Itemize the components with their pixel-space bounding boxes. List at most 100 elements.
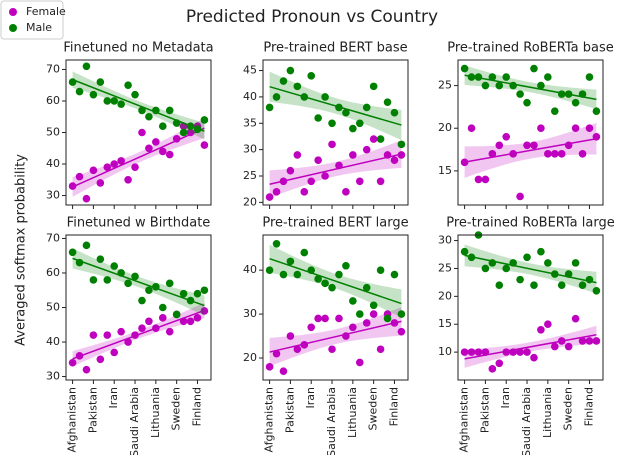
x-tick-label: Afghanistan — [458, 387, 471, 453]
point — [355, 358, 364, 367]
x-tick-label: Iran — [107, 387, 120, 409]
point — [279, 77, 288, 85]
point — [314, 156, 322, 164]
y-tick-label: 40 — [46, 157, 60, 170]
point — [537, 247, 545, 256]
point — [397, 327, 406, 336]
point — [523, 98, 531, 107]
point — [314, 114, 322, 122]
subplot-title: Pre-trained RoBERTa large — [446, 216, 614, 231]
point — [158, 122, 167, 130]
legend-marker — [9, 8, 17, 16]
point — [495, 281, 504, 289]
point — [145, 112, 153, 121]
x-tick-label: Afghanistan — [263, 387, 276, 453]
point — [544, 259, 552, 267]
y-tick-label: 30 — [438, 234, 452, 247]
point — [481, 175, 490, 184]
x-tick-label: Finland — [387, 387, 400, 426]
point — [272, 349, 281, 358]
y-tick-label: 15 — [438, 164, 452, 177]
point — [272, 188, 281, 196]
point — [286, 332, 295, 340]
point — [293, 270, 302, 279]
point — [328, 345, 336, 354]
point — [502, 132, 511, 141]
point — [355, 119, 364, 128]
point — [265, 363, 274, 371]
point — [103, 331, 112, 339]
point — [158, 147, 167, 156]
point — [68, 248, 77, 257]
axes-frame — [457, 59, 604, 206]
y-tick-label: 25 — [438, 261, 452, 274]
axes-frame — [65, 234, 212, 381]
point — [578, 337, 587, 345]
point — [390, 156, 399, 164]
x-tick-label: Saudi Arabia — [325, 387, 338, 455]
axes-frame — [262, 59, 409, 206]
point — [502, 264, 511, 273]
point — [75, 87, 84, 96]
point — [369, 135, 378, 143]
point — [390, 270, 399, 279]
legend-label: Female — [26, 5, 66, 18]
y-tick-label: 40 — [243, 263, 257, 276]
point — [286, 166, 295, 175]
point — [82, 241, 91, 250]
point — [279, 367, 288, 376]
point — [293, 345, 302, 354]
point — [300, 248, 309, 257]
point — [193, 289, 202, 298]
point — [390, 108, 399, 117]
point — [530, 64, 538, 73]
point — [124, 81, 132, 90]
point — [314, 314, 322, 323]
point — [293, 82, 302, 91]
y-tick-label: 30 — [46, 370, 60, 383]
y-tick-label: 35 — [243, 116, 257, 129]
subplot-title: Finetuned no Metadata — [63, 41, 213, 56]
point — [488, 73, 497, 81]
point — [89, 90, 98, 99]
point — [200, 141, 209, 149]
trend-line — [269, 258, 402, 305]
point — [342, 108, 350, 117]
point — [117, 157, 125, 165]
point — [481, 264, 490, 273]
point — [474, 348, 483, 356]
point — [585, 337, 594, 345]
point — [158, 314, 167, 322]
point — [516, 192, 524, 201]
x-tick-label: Pakistan — [478, 387, 491, 433]
point — [89, 276, 98, 284]
y-tick-label: 50 — [46, 301, 60, 314]
point — [585, 73, 594, 81]
y-tick-label: 25 — [438, 79, 452, 92]
point — [369, 82, 378, 91]
y-tick-label: 10 — [438, 345, 452, 358]
point — [103, 276, 112, 284]
axes-frame — [457, 234, 604, 381]
point — [165, 106, 174, 115]
point — [460, 158, 469, 167]
point — [152, 138, 160, 146]
point — [502, 73, 511, 81]
point — [335, 314, 343, 323]
point — [165, 279, 174, 288]
point — [383, 314, 392, 323]
point — [571, 259, 580, 267]
y-tick-label: 30 — [46, 189, 60, 202]
point — [75, 172, 84, 181]
trend-line — [464, 254, 597, 284]
point — [103, 97, 112, 105]
point — [138, 296, 146, 305]
x-tick-label: Iran — [499, 387, 512, 409]
point — [124, 279, 132, 288]
point — [355, 177, 364, 186]
y-tick-label: 25 — [243, 169, 257, 182]
y-axis-label: Averaged softmax probability — [14, 154, 29, 346]
point — [537, 326, 545, 334]
point — [82, 365, 91, 374]
point — [349, 297, 357, 305]
